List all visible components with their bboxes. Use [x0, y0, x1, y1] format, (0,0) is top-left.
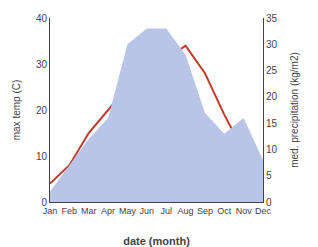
- svg-text:0: 0: [41, 197, 47, 208]
- svg-text:Jul: Jul: [160, 206, 172, 216]
- svg-text:May: May: [119, 206, 137, 216]
- svg-text:20: 20: [266, 91, 278, 102]
- svg-text:15: 15: [266, 118, 278, 129]
- svg-text:30: 30: [266, 39, 278, 50]
- svg-text:10: 10: [266, 144, 278, 155]
- svg-text:Sep: Sep: [197, 206, 213, 216]
- svg-text:date (month): date (month): [123, 235, 190, 247]
- svg-text:Dec: Dec: [255, 206, 272, 216]
- svg-text:35: 35: [266, 13, 278, 24]
- svg-text:Apr: Apr: [101, 206, 115, 216]
- svg-text:Feb: Feb: [62, 206, 78, 216]
- svg-text:5: 5: [266, 170, 272, 181]
- svg-text:10: 10: [36, 151, 48, 162]
- svg-text:Mar: Mar: [81, 206, 97, 216]
- svg-text:Aug: Aug: [178, 206, 194, 216]
- svg-text:30: 30: [36, 59, 48, 70]
- svg-text:20: 20: [36, 105, 48, 116]
- svg-text:Nov: Nov: [236, 206, 253, 216]
- svg-text:25: 25: [266, 65, 278, 76]
- svg-text:Jun: Jun: [140, 206, 155, 216]
- svg-text:0: 0: [266, 197, 272, 208]
- svg-text:40: 40: [36, 13, 48, 24]
- svg-text:max temp (C): max temp (C): [11, 80, 22, 141]
- svg-text:med. precipitation (kg/m2): med. precipitation (kg/m2): [289, 52, 300, 168]
- svg-text:Oct: Oct: [217, 206, 232, 216]
- svg-text:Jan: Jan: [43, 206, 58, 216]
